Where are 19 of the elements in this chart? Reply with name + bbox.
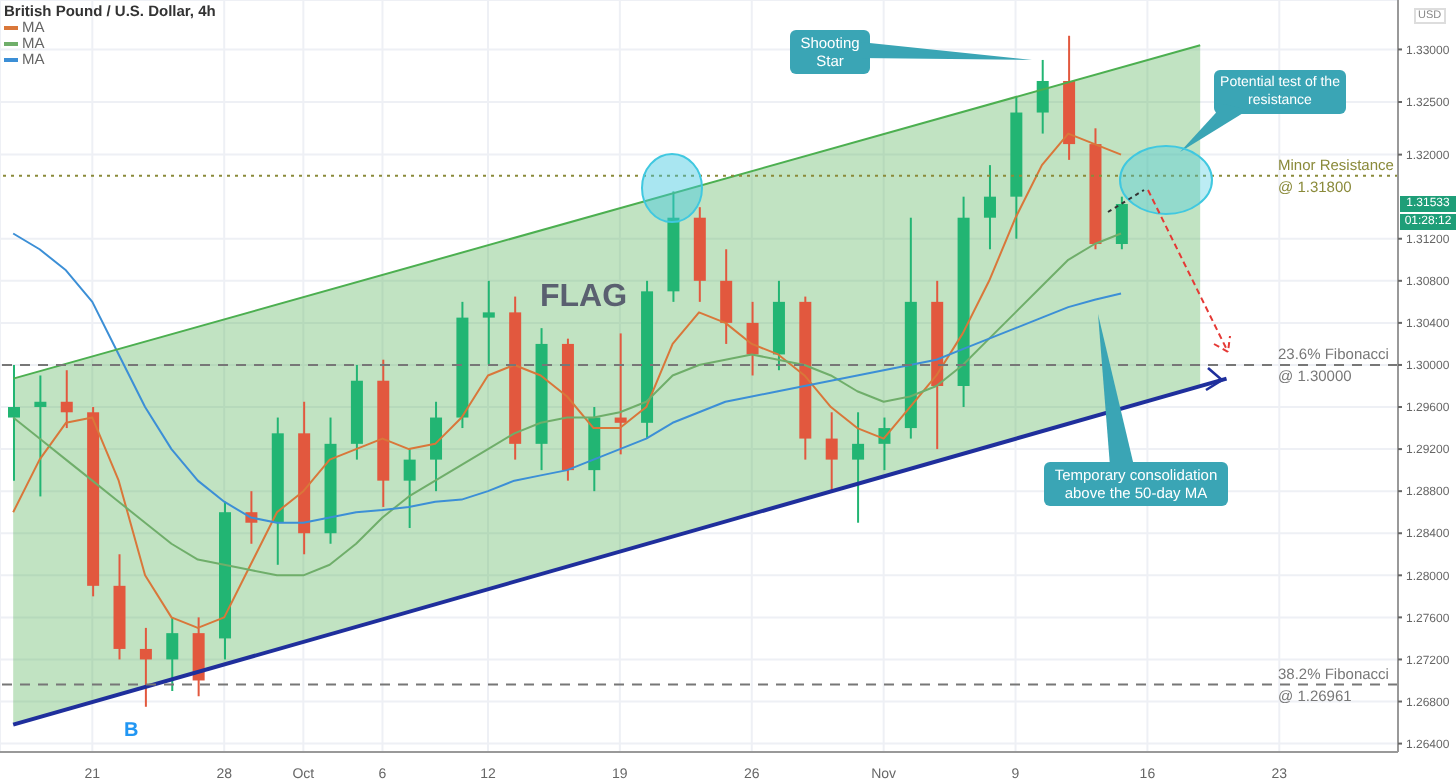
annotation: FLAG <box>540 280 628 316</box>
candlestick <box>482 279 495 366</box>
candlestick <box>192 616 205 698</box>
candlestick <box>139 626 152 708</box>
candlestick <box>430 400 443 493</box>
candlestick <box>166 616 179 692</box>
candlestick <box>1036 58 1049 135</box>
candlestick <box>852 411 865 524</box>
candlestick <box>1115 195 1128 251</box>
candlestick <box>983 164 996 251</box>
candlestick <box>60 369 73 430</box>
annotation: B <box>124 720 139 742</box>
candlestick <box>8 363 20 482</box>
candlestick <box>746 300 759 377</box>
candlestick <box>720 248 733 345</box>
candlestick <box>614 332 627 456</box>
candlestick <box>403 448 416 529</box>
candlestick <box>34 374 47 498</box>
candlestick <box>825 411 838 493</box>
